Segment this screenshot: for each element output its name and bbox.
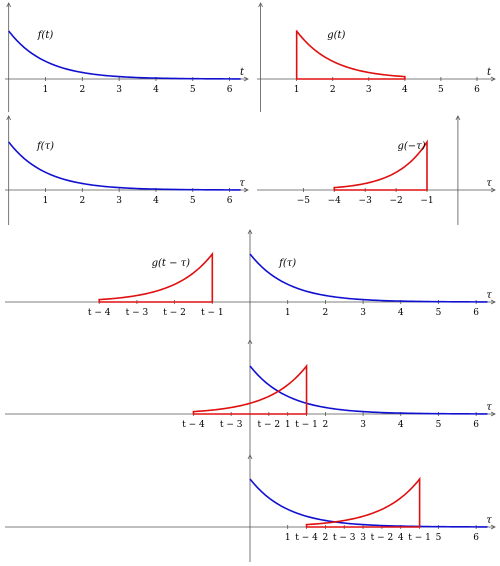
axis-label: τ xyxy=(239,178,245,189)
panel-shift-2: τ t − 4 t − 3 t − 2 1 t − 1 2 3 4 5 6 xyxy=(5,339,496,455)
tick-label: 3 xyxy=(366,85,372,95)
tick-label: t − 3 xyxy=(220,420,243,430)
axis-label: τ xyxy=(486,290,492,301)
f-curve xyxy=(8,141,241,191)
tick-label: 6 xyxy=(227,196,233,206)
f-curve xyxy=(8,30,241,80)
tick-label: 4 xyxy=(153,196,159,206)
x-axis-arrow xyxy=(243,187,249,193)
panel-shift-3: τ 1 t − 4 2 t − 3 3 t − 2 4 t − 1 5 6 xyxy=(5,454,496,562)
tick-label: t − 4 xyxy=(88,308,111,318)
tick-label: 2 xyxy=(79,85,85,95)
tick-label: 1 xyxy=(285,533,291,543)
panel-f-of-t: t 1 2 3 4 5 6 f(t) xyxy=(5,2,249,112)
panel-g-of-minus-tau: τ −5 −4 −3 −2 −1 g(−τ) xyxy=(257,115,496,225)
tick-label: t − 2 xyxy=(371,533,394,543)
tick-label: t − 1 xyxy=(295,420,318,430)
tick-label: −2 xyxy=(389,196,402,206)
axis-label: τ xyxy=(486,515,492,526)
tick-label: 2 xyxy=(323,533,329,543)
g-label: g(t) xyxy=(327,30,345,41)
tick-label: 5 xyxy=(436,308,442,318)
tick-label: t − 2 xyxy=(163,308,186,318)
y-axis-arrow xyxy=(247,229,253,235)
tick-label: 4 xyxy=(398,420,404,430)
tick-label: 3 xyxy=(360,420,366,430)
tick-label: 6 xyxy=(474,85,480,95)
x-axis-arrow xyxy=(490,187,496,193)
g-curve xyxy=(98,251,214,303)
tick-label: 5 xyxy=(436,533,442,543)
tick-label: 1 xyxy=(294,85,300,95)
tick-label: −1 xyxy=(420,196,433,206)
tick-label: 5 xyxy=(436,420,442,430)
g-curve xyxy=(333,139,428,191)
tick-label: 6 xyxy=(473,533,479,543)
x-axis-arrow xyxy=(490,76,496,82)
panel-shift-1: τ t − 4 t − 3 t − 2 t − 1 1 2 3 4 5 6 f(τ) g(t − τ) xyxy=(5,229,496,340)
tick-label: t − 1 xyxy=(408,533,431,543)
x-axis-arrow xyxy=(243,76,249,82)
tick-label: t − 3 xyxy=(333,533,356,543)
x-axis-arrow xyxy=(490,411,496,417)
tick-label: 2 xyxy=(323,308,329,318)
x-axis-arrow xyxy=(490,299,496,305)
y-axis-arrow xyxy=(258,2,263,8)
tick-label: 4 xyxy=(153,85,159,95)
axis-label: τ xyxy=(486,178,492,189)
tick-label: t − 3 xyxy=(126,308,149,318)
panel-f-of-tau: τ 1 2 3 4 5 6 f(τ) xyxy=(5,115,249,225)
tick-label: 2 xyxy=(323,420,329,430)
f-label: f(τ) xyxy=(278,258,296,269)
g-label: g(−τ) xyxy=(397,141,425,152)
axis-label: t xyxy=(240,67,245,78)
tick-label: 4 xyxy=(398,308,404,318)
tick-label: 5 xyxy=(190,85,196,95)
tick-label: t − 2 xyxy=(258,420,281,430)
tick-label: 2 xyxy=(330,85,336,95)
f-curve xyxy=(249,478,488,528)
axis-label: τ xyxy=(486,402,492,413)
tick-label: −3 xyxy=(359,196,373,206)
tick-label: 2 xyxy=(79,196,85,206)
y-axis-arrow xyxy=(247,339,253,345)
tick-label: 5 xyxy=(438,85,444,95)
tick-label: 5 xyxy=(190,196,196,206)
tick-label: 3 xyxy=(360,533,366,543)
f-label: f(t) xyxy=(37,30,54,41)
tick-label: 1 xyxy=(43,196,49,206)
g-label: g(t − τ) xyxy=(152,258,191,269)
tick-label: 6 xyxy=(227,85,233,95)
tick-label: 6 xyxy=(473,420,479,430)
f-curve xyxy=(249,253,488,303)
y-axis-arrow xyxy=(6,115,12,121)
y-axis-arrow xyxy=(6,2,12,8)
tick-label: 4 xyxy=(398,533,404,543)
tick-label: 3 xyxy=(360,308,366,318)
tick-label: −5 xyxy=(297,196,311,206)
tick-label: t − 4 xyxy=(295,533,318,543)
y-axis-arrow xyxy=(247,454,253,460)
g-curve xyxy=(295,30,406,80)
tick-label: 4 xyxy=(402,85,408,95)
g-curve xyxy=(305,476,421,528)
panel-g-of-t: t 1 2 3 4 5 6 g(t) xyxy=(257,2,496,112)
tick-label: 6 xyxy=(473,308,479,318)
tick-label: t − 1 xyxy=(201,308,224,318)
tick-label: t − 4 xyxy=(182,420,205,430)
f-curve xyxy=(249,365,488,415)
x-axis-arrow xyxy=(490,524,496,530)
tick-label: 3 xyxy=(116,196,122,206)
tick-label: 1 xyxy=(285,308,291,318)
tick-label: 1 xyxy=(285,420,291,430)
tick-label: −4 xyxy=(328,196,342,206)
tick-label: 1 xyxy=(43,85,49,95)
g-curve xyxy=(192,363,308,415)
f-label: f(τ) xyxy=(36,141,54,152)
y-axis-arrow xyxy=(455,115,461,121)
axis-label: t xyxy=(487,67,492,78)
tick-label: 3 xyxy=(116,85,122,95)
